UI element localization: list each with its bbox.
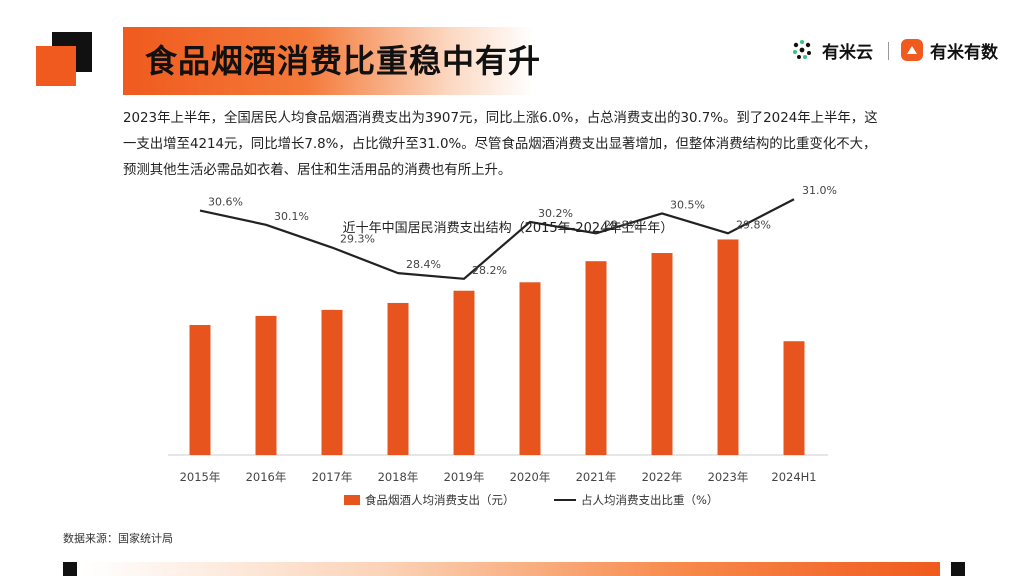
corner-decoration-orange (36, 46, 76, 86)
share-line (199, 198, 795, 280)
youmiyun-logo-icon (793, 40, 811, 59)
line-label-2016年: 30.1% (274, 210, 309, 223)
brand-youmiyoushu: 有米有数 (900, 38, 998, 63)
bar-2015年 (189, 325, 211, 455)
legend-line-label: 占人均消费支出比重（%） (581, 493, 718, 507)
x-tick-2023年: 2023年 (708, 470, 749, 484)
x-tick-2021年: 2021年 (576, 470, 617, 484)
x-tick-labels: 2015年 2016年 2017年 2018年 2019年 2020年 2021年 2022年… (180, 470, 817, 484)
legend-bar-swatch (344, 495, 360, 505)
brand-divider (888, 42, 889, 60)
bar-2024H1 (783, 341, 805, 455)
footer-gradient-bar (82, 562, 940, 576)
line-label-2017年: 29.3% (340, 233, 375, 246)
x-tick-2015年: 2015年 (180, 470, 221, 484)
x-tick-2020年: 2020年 (510, 470, 551, 484)
summary-line-2: 一支出增至4214元，同比增长7.8%，占比微升至31.0%。尽管食品烟酒消费支… (123, 137, 877, 152)
footer-square-left (63, 562, 77, 576)
line-label-2015年: 30.6% (208, 196, 243, 209)
summary-paragraph: 2023年上半年，全国居民人均食品烟酒消费支出为3907元，同比上涨6.0%，占… (123, 106, 953, 184)
bar-series (189, 239, 805, 455)
line-label-2024H1: 31.0% (802, 184, 837, 197)
legend: 食品烟酒人均消费支出（元） 占人均消费支出比重（%） (344, 493, 718, 507)
line-label-2023年: 29.8% (736, 218, 771, 231)
bar-2022年 (651, 253, 673, 455)
x-tick-2019年: 2019年 (444, 470, 485, 484)
data-labels: 30.6% 30.1% 29.3% 28.4% 28.2% 30.2% 29.8% 30.5%… (208, 184, 837, 277)
footer-square-right (951, 562, 965, 576)
brand-2-name: 有米有数 (930, 42, 998, 63)
youmiyoushu-logo-icon (901, 39, 923, 61)
bar-2020年 (519, 282, 541, 455)
bar-2018年 (387, 302, 409, 455)
bar-2023年 (717, 239, 739, 455)
page-title: 食品烟酒消费比重稳中有升 (145, 42, 542, 80)
bar-2017年 (321, 309, 343, 455)
brand-youmiyun: 有米云 (790, 38, 873, 63)
title-banner (123, 27, 533, 95)
summary-line-3: 预测其他生活必需品如衣着、居住和生活用品的消费也有所上升。 (123, 163, 512, 178)
x-tick-2022年: 2022年 (642, 470, 683, 484)
line-label-2018年: 28.4% (406, 258, 441, 271)
bar-2021年 (585, 261, 607, 455)
line-label-2019年: 28.2% (472, 264, 507, 277)
summary-line-1: 2023年上半年，全国居民人均食品烟酒消费支出为3907元，同比上涨6.0%，占… (123, 111, 878, 126)
x-tick-2017年: 2017年 (312, 470, 353, 484)
bar-2019年 (453, 290, 475, 455)
data-source: 数据来源：国家统计局 (63, 532, 173, 545)
line-label-2021年: 29.8% (604, 218, 639, 231)
legend-bar-label: 食品烟酒人均消费支出（元） (365, 493, 515, 507)
line-series (199, 198, 795, 280)
line-label-2022年: 30.5% (670, 198, 705, 211)
bar-2016年 (255, 315, 277, 455)
brand-1-name: 有米云 (822, 42, 873, 63)
x-tick-2024H1: 2024H1 (771, 470, 816, 484)
x-tick-2016年: 2016年 (246, 470, 287, 484)
line-label-2020年: 30.2% (538, 207, 573, 220)
x-tick-2018年: 2018年 (378, 470, 419, 484)
